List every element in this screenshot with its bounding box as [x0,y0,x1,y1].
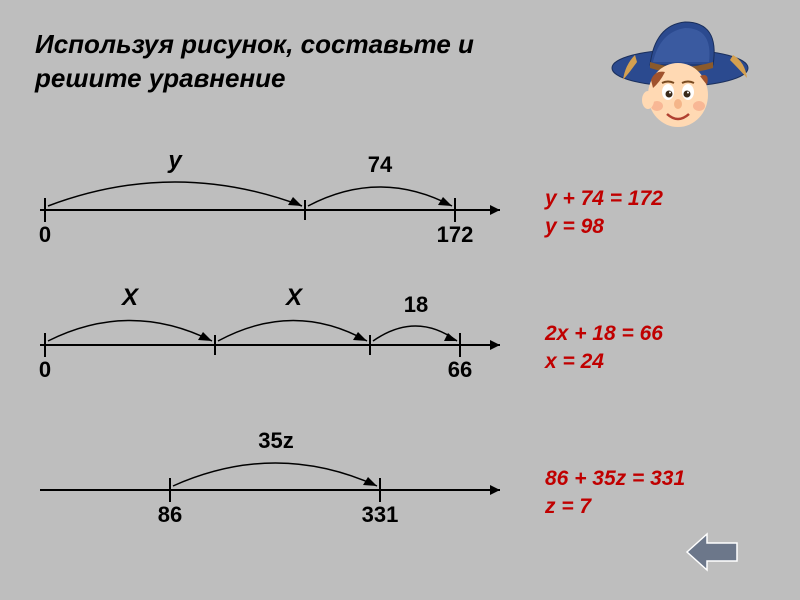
d3-end-label: 331 [362,502,399,527]
d2-arc3-label: 18 [404,292,428,317]
d2-start-label: 0 [39,357,51,382]
d3-arc1-label: 35z [258,430,293,453]
sol2-answer: x = 24 [545,348,663,376]
title-line-2: решите уравнение [35,63,286,93]
sol2-equation: 2x + 18 = 66 [545,320,663,348]
d1-start-label: 0 [39,222,51,247]
number-line-diagram-2: 0 66 X X 18 [30,285,510,385]
solution-3: 86 + 35z = 331 z = 7 [545,465,685,522]
d1-arc2-label: 74 [368,152,393,177]
solution-1: y + 74 = 172 y = 98 [545,185,663,242]
solution-2: 2x + 18 = 66 x = 24 [545,320,663,377]
d1-arc1-label: y [167,150,183,174]
number-line-diagram-3: 86 331 35z [30,430,510,530]
mascot-illustration [605,10,755,140]
d2-end-label: 66 [448,357,472,382]
page-title: Используя рисунок, составьте и решите ур… [35,28,474,96]
d1-end-label: 172 [437,222,474,247]
sol1-answer: y = 98 [545,213,663,241]
title-line-1: Используя рисунок, составьте и [35,29,474,59]
number-line-diagram-1: 0 172 y 74 [30,150,510,250]
sol3-equation: 86 + 35z = 331 [545,465,685,493]
sol3-answer: z = 7 [545,493,685,521]
d2-arc1-label: X [120,285,140,311]
d3-start-label: 86 [158,502,182,527]
back-button[interactable] [685,530,740,575]
d2-arc2-label: X [284,285,304,311]
sol1-equation: y + 74 = 172 [545,185,663,213]
